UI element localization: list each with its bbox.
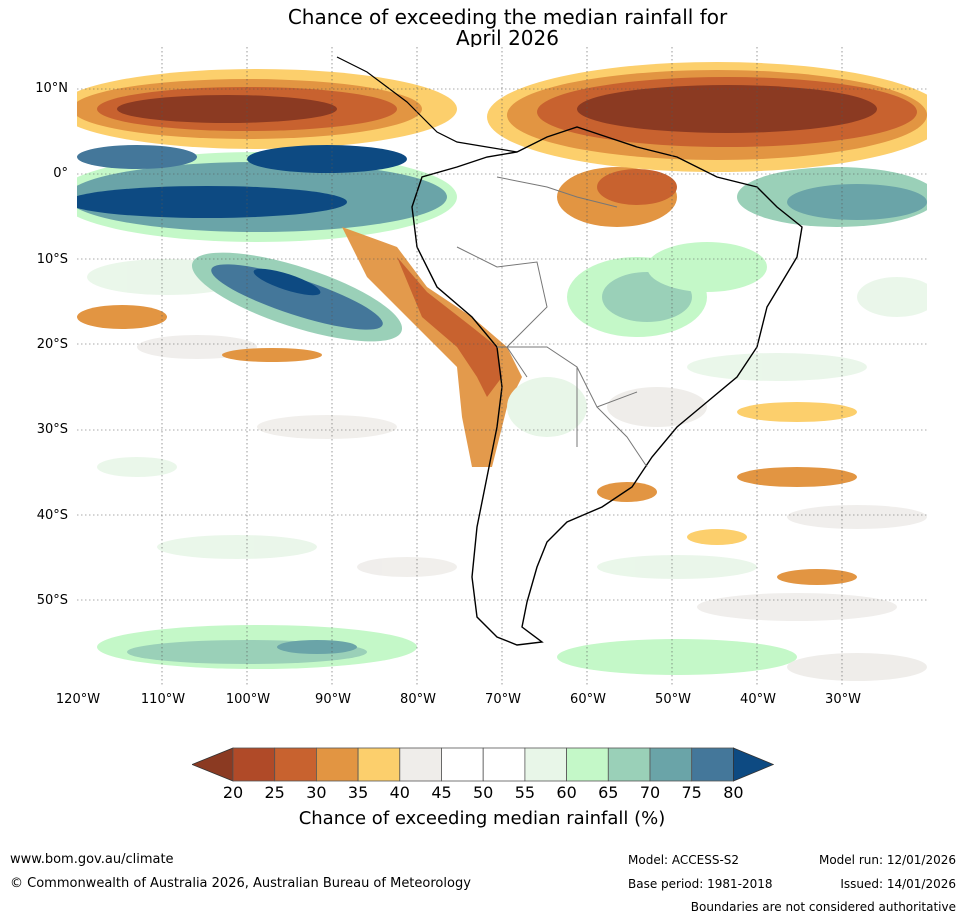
colorbar-segment-70-75 [649, 747, 693, 782]
colorbar [192, 747, 774, 782]
map-title-line2: April 2026 [456, 26, 559, 50]
lat-label-40s: 40°S [36, 508, 68, 523]
wet-areas-brazil [507, 242, 767, 437]
colorbar-tick-label: 40 [389, 783, 410, 802]
colorbar-tick-label: 60 [556, 783, 577, 802]
lon-label-120w: 120°W [55, 692, 101, 707]
colorbar-segment-35-40 [357, 747, 401, 782]
lon-label-60w: 60°W [570, 692, 606, 707]
lat-label-10s: 10°S [36, 252, 68, 267]
coastline-central-america [336, 56, 518, 153]
colorbar-tick-label: 45 [431, 783, 452, 802]
colorbar-segment-65-70 [607, 747, 651, 782]
colorbar-segment-20-25 [232, 747, 276, 782]
colorbar-segment-60-65 [566, 747, 609, 782]
colorbar-tick-label: 75 [681, 783, 702, 802]
website-link[interactable]: www.bom.gov.au/climate [10, 852, 174, 867]
lon-label-90w: 90°W [315, 692, 351, 707]
rainfall-probability-map [77, 47, 927, 685]
lat-label-0: 0° [53, 166, 68, 181]
colorbar-tick-label: 35 [347, 783, 369, 802]
lat-label-10n: 10°N [35, 81, 68, 96]
lon-label-110w: 110°W [140, 692, 186, 707]
colorbar-segment-55-60 [524, 747, 567, 782]
dry-band-north-pacific [77, 69, 457, 149]
colorbar-tick-label: 20 [222, 783, 244, 802]
light-field-patches [87, 259, 927, 621]
lon-label-80w: 80°W [400, 692, 436, 707]
colorbar-tick-label: 30 [306, 783, 327, 802]
colorbar-segment-25-30 [274, 747, 317, 782]
lat-label-20s: 20°S [36, 337, 68, 352]
wet-band-equatorial [77, 145, 927, 242]
colorbar-segment-40-45 [399, 747, 442, 782]
dry-core-andes [397, 257, 502, 397]
dry-strip-andes [342, 227, 522, 467]
colorbar-tick-label: 70 [639, 783, 661, 802]
colorbar-tick-label: 55 [514, 783, 536, 802]
colorbar-arrow-high [733, 747, 774, 782]
wet-patches-south-pacific [97, 625, 927, 681]
country-borders [456, 176, 648, 468]
colorbar-tick-label: 50 [473, 783, 494, 802]
boundaries-disclaimer: Boundaries are not considered authoritat… [690, 900, 956, 914]
lat-label-30s: 30°S [36, 422, 68, 437]
lon-label-40w: 40°W [740, 692, 776, 707]
lon-label-30w: 30°W [825, 692, 861, 707]
lon-label-100w: 100°W [225, 692, 271, 707]
graticule [77, 47, 927, 685]
issued-date: Issued: 14/01/2026 [840, 877, 956, 891]
colorbar-segment-75-80 [691, 747, 734, 782]
dry-band-north-atlantic [487, 62, 927, 227]
wet-streak-southeast-pacific [191, 252, 403, 342]
lon-label-50w: 50°W [655, 692, 691, 707]
map-title-line1: Chance of exceeding the median rainfall … [287, 5, 728, 29]
colorbar-tick-label: 25 [264, 783, 285, 802]
model-run-date: Model run: 12/01/2026 [818, 853, 956, 867]
colorbar-segment-30-35 [316, 747, 359, 782]
colorbar-segment-45-50 [441, 747, 484, 782]
colorbar-title: Chance of exceeding median rainfall (%) [298, 808, 666, 829]
colorbar-segment-50-55 [482, 747, 526, 782]
lat-label-50s: 50°S [36, 593, 68, 608]
colorbar-tick-label: 65 [598, 783, 619, 802]
dry-patches-south [77, 305, 857, 585]
lon-label-70w: 70°W [485, 692, 521, 707]
colorbar-tick-label: 80 [723, 783, 744, 802]
colorbar-arrow-low [192, 747, 234, 782]
model-name: Model: ACCESS-S2 [628, 853, 740, 867]
copyright-text: © Commonwealth of Australia 2026, Austra… [10, 876, 471, 891]
base-period: Base period: 1981-2018 [628, 877, 773, 891]
